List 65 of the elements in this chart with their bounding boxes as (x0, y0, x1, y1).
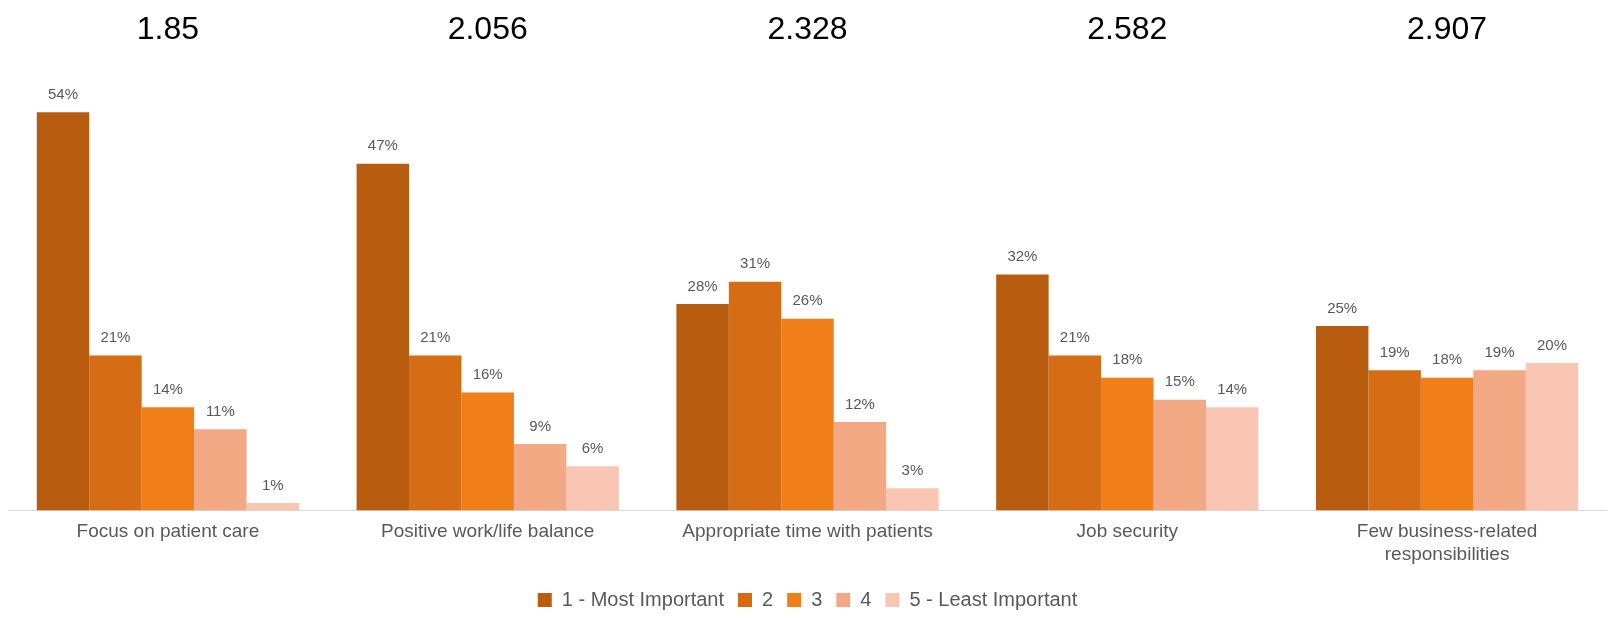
text: 1.85 (136, 9, 200, 46)
text: 2.907 (1407, 9, 1488, 46)
legend-label: 3 (811, 587, 823, 610)
bar (833, 421, 887, 511)
bar (141, 407, 195, 511)
bar (781, 318, 834, 511)
bar (886, 488, 939, 511)
bar (409, 355, 462, 511)
legend-label: 5 - Least Important (909, 587, 1078, 610)
bar (194, 429, 247, 511)
bar (89, 355, 142, 511)
data-label: 15% (1164, 372, 1195, 390)
bar (513, 444, 567, 511)
bar (676, 303, 729, 511)
text: 2.328 (767, 9, 848, 46)
data-label: 14% (1217, 379, 1248, 397)
x-tick-label: Job security (1076, 520, 1179, 542)
x-tick-label: Focus on patient care (76, 520, 260, 542)
legend-label: 4 (860, 587, 872, 610)
data-label: 54% (47, 84, 79, 102)
bar (1473, 370, 1526, 511)
data-label: 26% (792, 291, 823, 309)
data-label: 18% (1432, 350, 1463, 368)
bar (356, 163, 410, 511)
bar (1101, 377, 1154, 511)
bar (36, 112, 90, 511)
data-label: 3% (901, 460, 924, 478)
legend-label: 1 - Most Important (561, 587, 725, 610)
x-tick-label: Positive work/life balance (381, 520, 595, 542)
data-label: 20% (1536, 335, 1568, 353)
bar (1048, 355, 1102, 511)
bar (566, 466, 619, 511)
x-tick-label: Few business-related responsibilities (1356, 520, 1538, 564)
data-label: 25% (1327, 298, 1358, 316)
bar (1153, 399, 1206, 511)
data-label: 14% (152, 379, 183, 397)
bar (1315, 326, 1369, 511)
bar (246, 503, 300, 511)
data-label: 47% (367, 136, 398, 154)
data-label: 18% (1112, 350, 1143, 368)
data-label: 31% (740, 254, 771, 272)
data-label: 32% (1007, 247, 1038, 265)
data-label: 9% (529, 416, 551, 434)
bar (461, 392, 514, 511)
data-label: 28% (687, 276, 718, 294)
bar (1525, 362, 1579, 511)
data-label: 11% (205, 401, 235, 419)
bar (1368, 370, 1421, 511)
text: 2.582 (1087, 9, 1168, 46)
data-label: 21% (1059, 328, 1090, 346)
bar (996, 274, 1049, 511)
data-label: 19% (1379, 342, 1410, 360)
bar (1205, 407, 1259, 511)
data-label: 21% (100, 328, 131, 346)
bar (1420, 377, 1474, 511)
bar (728, 281, 782, 511)
data-label: 12% (844, 394, 875, 412)
data-label: 6% (581, 438, 604, 456)
x-tick-label: Appropriate time with patients (682, 520, 933, 542)
legend-label: 2 (762, 587, 774, 610)
data-label: 21% (420, 328, 451, 346)
data-label: 1% (261, 475, 284, 493)
data-label: 19% (1484, 342, 1515, 360)
data-label: 16% (472, 365, 503, 383)
text: 2.056 (447, 9, 528, 46)
